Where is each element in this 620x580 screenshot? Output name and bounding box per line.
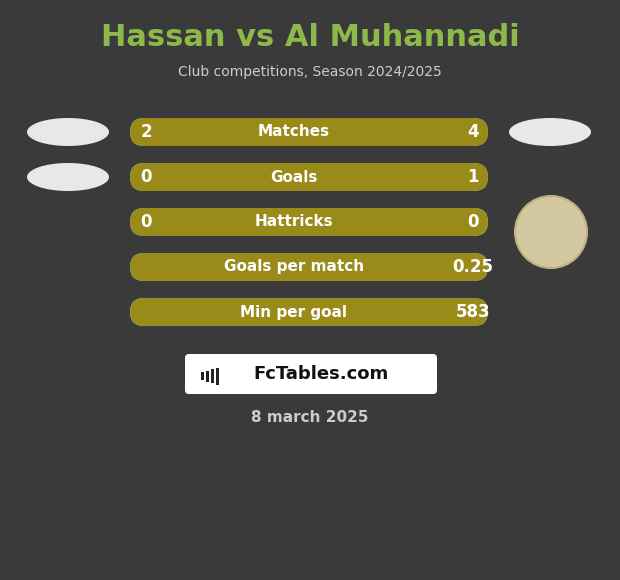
FancyBboxPatch shape <box>130 118 488 146</box>
Text: Goals: Goals <box>270 169 317 184</box>
Bar <box>216 368 219 385</box>
Ellipse shape <box>27 118 109 146</box>
Text: 583: 583 <box>456 303 490 321</box>
FancyBboxPatch shape <box>130 163 488 191</box>
Text: 0: 0 <box>140 213 152 231</box>
Circle shape <box>515 196 587 268</box>
Text: 8 march 2025: 8 march 2025 <box>251 411 369 426</box>
FancyBboxPatch shape <box>130 118 488 146</box>
Bar <box>144 208 309 236</box>
Text: 1: 1 <box>467 168 479 186</box>
FancyBboxPatch shape <box>130 208 488 236</box>
Bar <box>144 253 373 281</box>
Text: FcTables.com: FcTables.com <box>254 365 389 383</box>
Bar <box>144 298 338 326</box>
Bar <box>206 371 209 382</box>
Text: 4: 4 <box>467 123 479 141</box>
Text: Hassan vs Al Muhannadi: Hassan vs Al Muhannadi <box>100 24 520 53</box>
Text: Hattricks: Hattricks <box>255 215 334 230</box>
FancyBboxPatch shape <box>130 163 488 191</box>
FancyBboxPatch shape <box>130 253 488 281</box>
FancyBboxPatch shape <box>130 253 488 281</box>
Ellipse shape <box>509 118 591 146</box>
Bar <box>211 369 214 383</box>
Text: Club competitions, Season 2024/2025: Club competitions, Season 2024/2025 <box>178 65 442 79</box>
Text: 0.25: 0.25 <box>453 258 494 276</box>
Text: 0: 0 <box>467 213 479 231</box>
Text: Goals per match: Goals per match <box>224 259 364 274</box>
Bar <box>144 163 177 191</box>
Text: Matches: Matches <box>258 125 330 140</box>
Bar <box>201 372 204 380</box>
Bar <box>144 118 237 146</box>
Ellipse shape <box>27 163 109 191</box>
Text: 0: 0 <box>140 168 152 186</box>
Text: Min per goal: Min per goal <box>241 304 347 320</box>
Text: 2: 2 <box>140 123 152 141</box>
FancyBboxPatch shape <box>130 208 488 236</box>
FancyBboxPatch shape <box>130 298 488 326</box>
FancyBboxPatch shape <box>185 354 437 394</box>
FancyBboxPatch shape <box>130 298 488 326</box>
